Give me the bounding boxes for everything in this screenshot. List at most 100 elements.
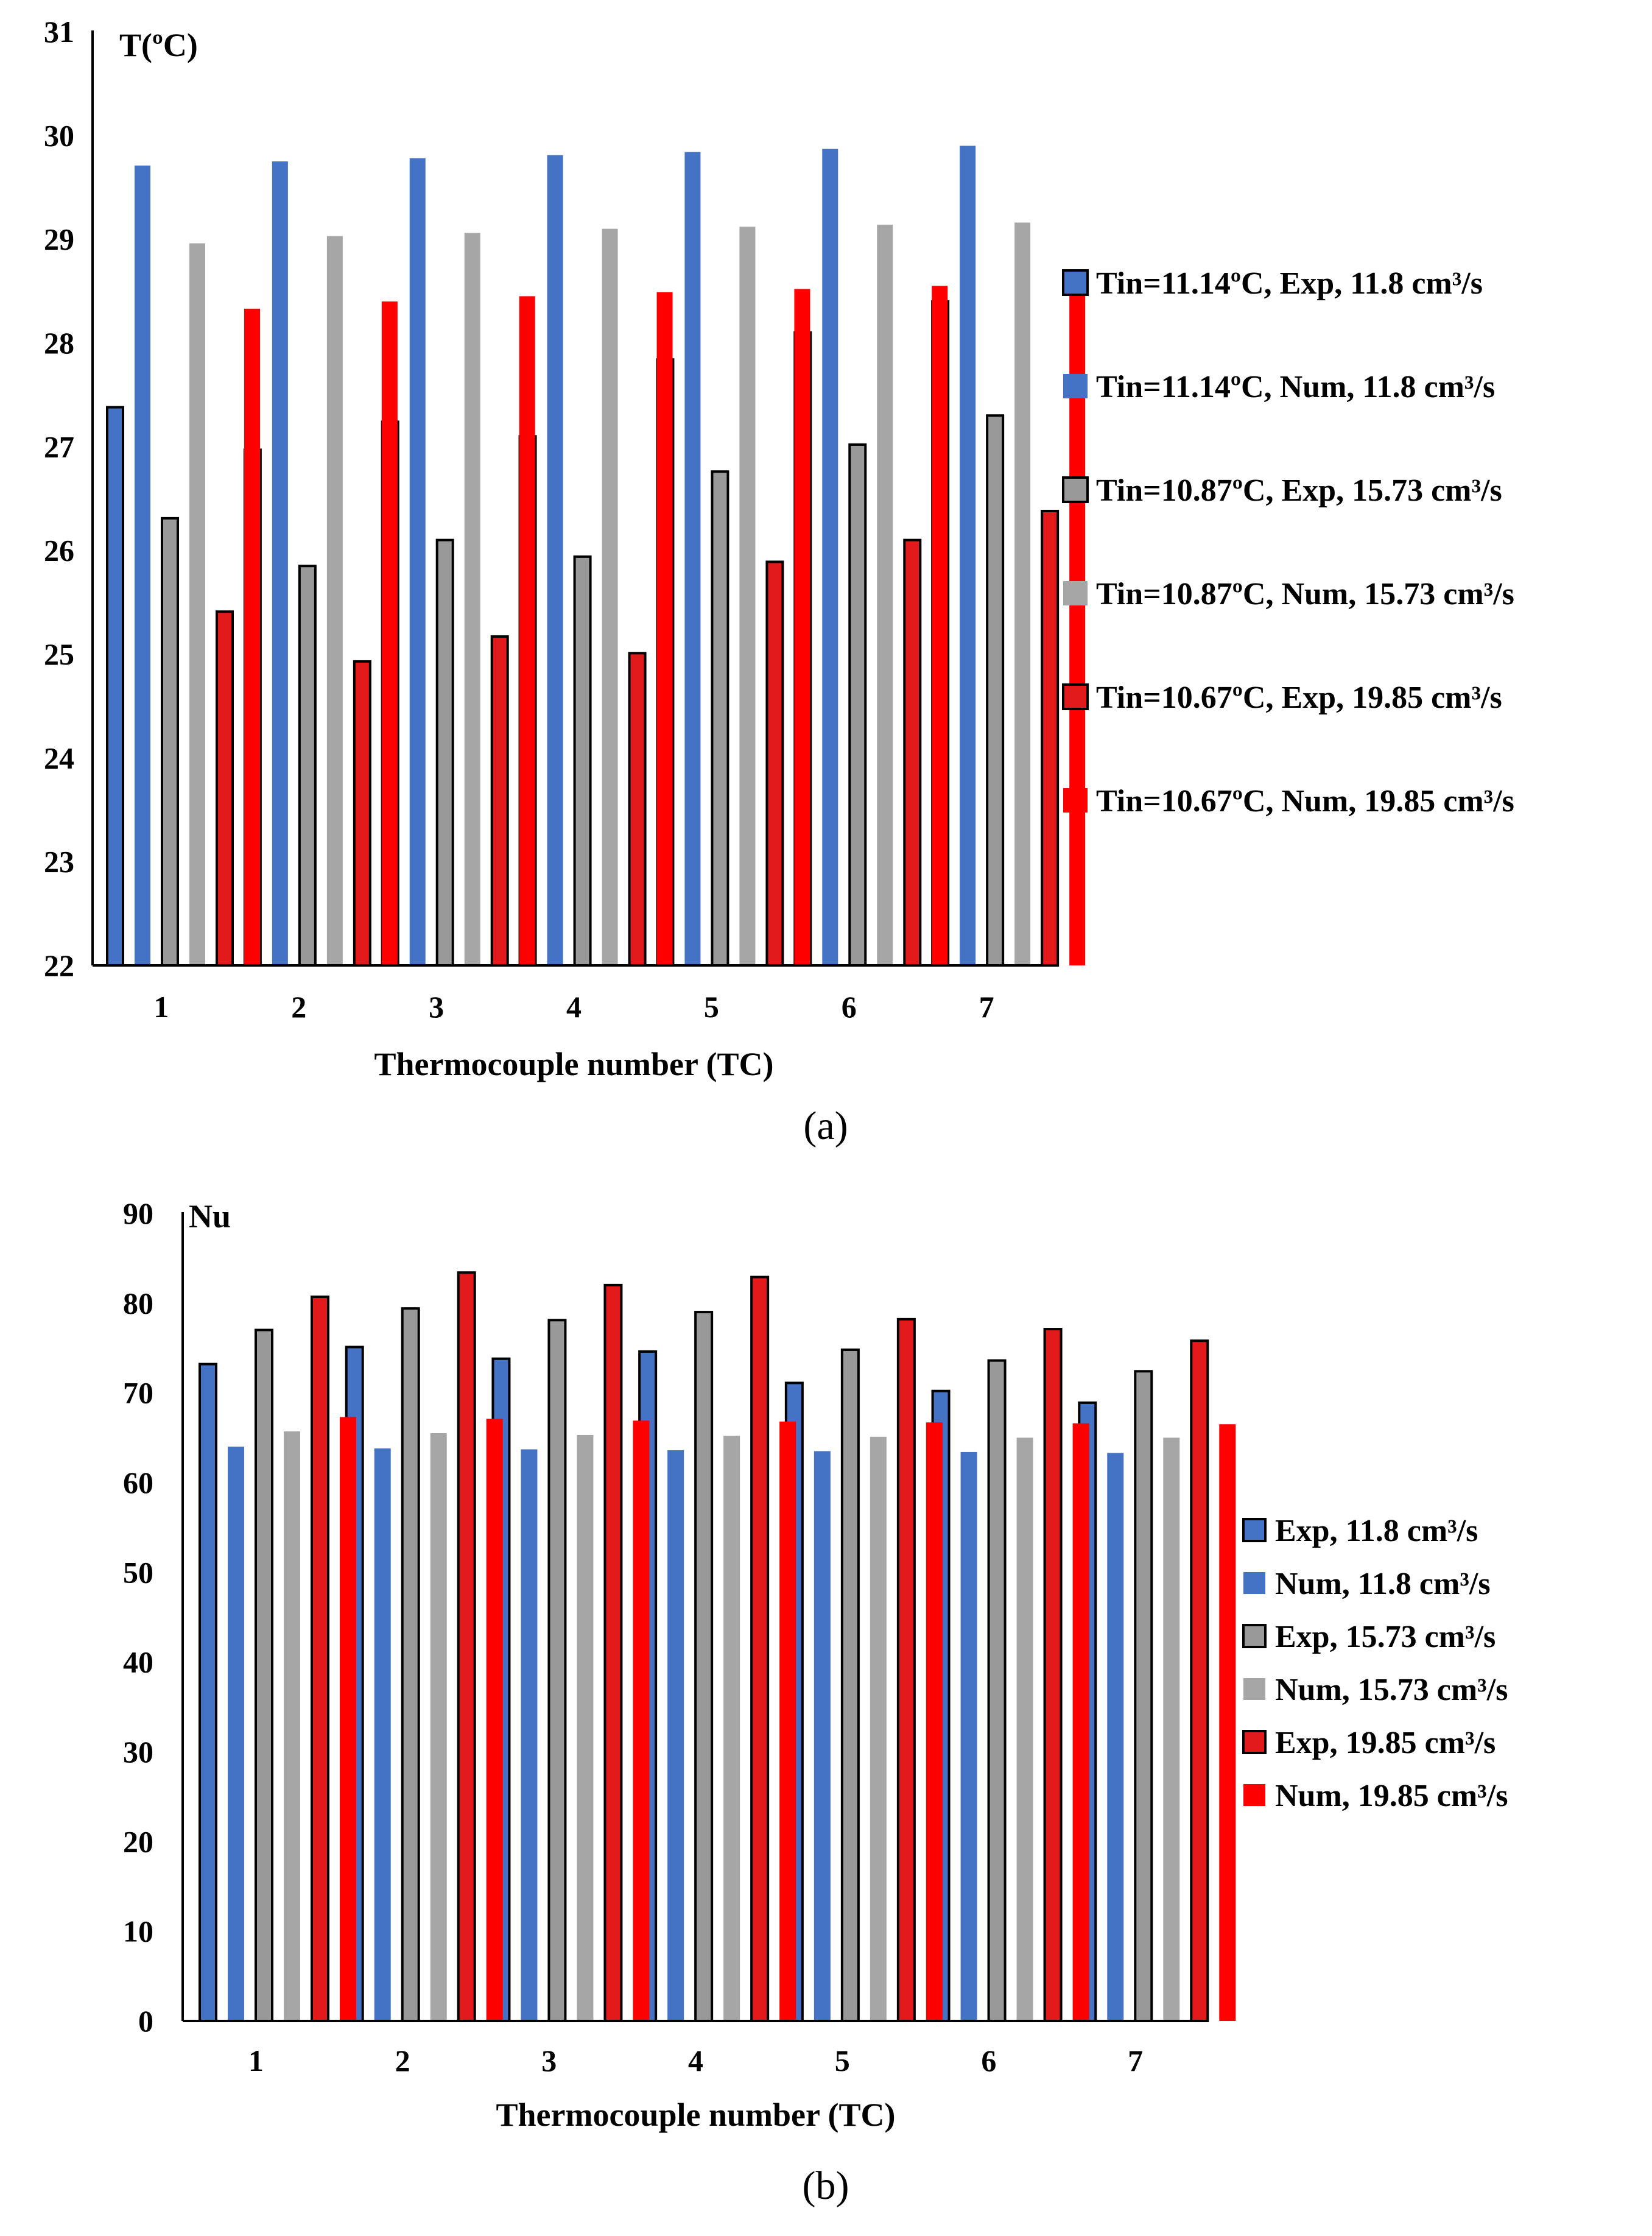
bar-s4-c1	[284, 1431, 300, 2021]
bar-s1-c1	[199, 1363, 217, 2022]
bar-s5-c5	[765, 560, 784, 967]
x-tick-label: 7	[979, 990, 994, 1024]
bar-s6-c6	[1072, 1423, 1089, 2021]
bar-s3-c3	[547, 1319, 567, 2022]
x-tick-label: 6	[981, 2044, 996, 2078]
bar-s5-c6	[903, 538, 922, 967]
legend-swatch-s3	[1062, 476, 1089, 503]
bar-s5-c2	[353, 660, 371, 967]
y-axis-title: T(ºC)	[119, 27, 198, 63]
bar-s6-c2	[381, 301, 398, 965]
bar-s4-c7	[1163, 1437, 1180, 2021]
y-tick-label: 70	[123, 1376, 153, 1410]
y-tick-label: 27	[44, 429, 74, 464]
bar-s3-c2	[401, 1307, 420, 2022]
y-tick-label: 40	[123, 1645, 153, 1679]
bar-s5-c2	[457, 1271, 476, 2022]
legend-entry-s6: Tin=10.67ºC, Num, 19.85 cm³/s	[1096, 784, 1514, 819]
legend-swatch-s2	[1243, 1572, 1265, 1594]
bar-s6-c7	[1219, 1424, 1236, 2021]
bar-s3-c3	[435, 538, 454, 967]
legend-swatch-s6	[1063, 788, 1088, 813]
x-tick-label: 2	[395, 2044, 410, 2078]
bar-s6-c6	[932, 286, 948, 966]
bar-s3-c5	[711, 470, 729, 967]
bar-s6-c4	[656, 292, 673, 966]
bar-s2-c3	[521, 1449, 538, 2021]
y-tick-label: 22	[44, 948, 74, 982]
x-tick-label: 3	[429, 990, 444, 1024]
bar-s2-c7	[960, 146, 976, 965]
bar-s3-c1	[255, 1328, 273, 2023]
y-tick-label: 29	[44, 222, 74, 256]
panel-label: (b)	[803, 2164, 849, 2208]
bar-s4-c2	[430, 1433, 447, 2021]
bar-s4-c5	[870, 1436, 887, 2021]
legend-entry-s4: Tin=10.87ºC, Num, 15.73 cm³/s	[1096, 577, 1514, 612]
bar-s3-c6	[987, 1359, 1007, 2022]
bar-s6-c5	[926, 1422, 943, 2021]
y-tick-label: 0	[138, 2004, 153, 2038]
bar-s6-c3	[519, 296, 535, 966]
bar-s6-c3	[633, 1420, 650, 2021]
bar-s2-c3	[409, 158, 426, 966]
legend-swatch-s1	[1062, 269, 1089, 296]
bar-s4-c2	[326, 236, 343, 966]
legend-swatch-s4	[1063, 581, 1088, 605]
legend-entry-s3: Tin=10.87ºC, Exp, 15.73 cm³/s	[1096, 473, 1502, 508]
bar-s2-c6	[822, 149, 838, 965]
legend-swatch-s6	[1243, 1784, 1265, 1806]
bar-s2-c7	[1107, 1453, 1124, 2021]
y-tick-label: 30	[123, 1735, 153, 1769]
bar-s3-c4	[573, 555, 592, 967]
bar-s4-c5	[739, 227, 756, 965]
y-tick-label: 20	[123, 1824, 153, 1858]
bar-s3-c7	[986, 414, 1005, 967]
x-axis-title: Thermocouple number (TC)	[374, 1046, 774, 1082]
x-tick-label: 6	[842, 990, 857, 1024]
x-axis-title: Thermocouple number (TC)	[496, 2097, 896, 2133]
bar-s2-c1	[135, 165, 150, 966]
bar-s2-c2	[374, 1448, 391, 2021]
bar-s6-c1	[340, 1417, 356, 2021]
legend-swatch-s2	[1063, 374, 1088, 398]
x-tick-label: 4	[688, 2044, 703, 2078]
bar-s5-c3	[603, 1283, 623, 2022]
bar-s5-c7	[1041, 509, 1060, 967]
bar-s4-c6	[877, 224, 893, 965]
y-axis-title: Nu	[189, 1198, 231, 1235]
legend-entry-s5: Tin=10.67ºC, Exp, 19.85 cm³/s	[1096, 680, 1502, 715]
y-tick-label: 80	[123, 1286, 153, 1320]
bar-s4-c3	[464, 233, 480, 965]
y-tick-label: 30	[44, 118, 74, 152]
legend-entry-s4: Num, 15.73 cm³/s	[1275, 1673, 1508, 1707]
bar-s3-c1	[161, 517, 179, 967]
bar-s5-c4	[750, 1275, 770, 2022]
bar-s3-c2	[298, 565, 317, 967]
legend-entry-s5: Exp, 19.85 cm³/s	[1275, 1726, 1496, 1760]
bar-s2-c2	[272, 161, 288, 966]
y-tick-label: 50	[123, 1555, 153, 1589]
bar-s4-c6	[1016, 1437, 1033, 2021]
legend-swatch-s5	[1062, 683, 1089, 710]
x-tick-label: 5	[835, 2044, 850, 2078]
legend-entry-s1: Tin=11.14ºC, Exp, 11.8 cm³/s	[1096, 266, 1483, 301]
bar-s2-c4	[547, 155, 563, 966]
y-tick-label: 10	[123, 1914, 153, 1949]
bar-s3-c4	[694, 1311, 714, 2022]
y-tick-label: 26	[44, 534, 74, 568]
bar-s5-c1	[311, 1296, 329, 2022]
bar-s6-c4	[779, 1421, 796, 2021]
x-tick-label: 3	[541, 2044, 557, 2078]
y-tick-label: 60	[123, 1465, 153, 1500]
bar-s4-c4	[602, 228, 618, 966]
bar-s2-c5	[814, 1451, 831, 2021]
y-tick-label: 31	[44, 15, 74, 49]
x-tick-label: 2	[291, 990, 306, 1024]
x-tick-label: 4	[566, 990, 582, 1024]
bar-s4-c7	[1014, 222, 1031, 965]
bar-s5-c5	[896, 1317, 916, 2022]
bar-s2-c5	[684, 152, 701, 965]
